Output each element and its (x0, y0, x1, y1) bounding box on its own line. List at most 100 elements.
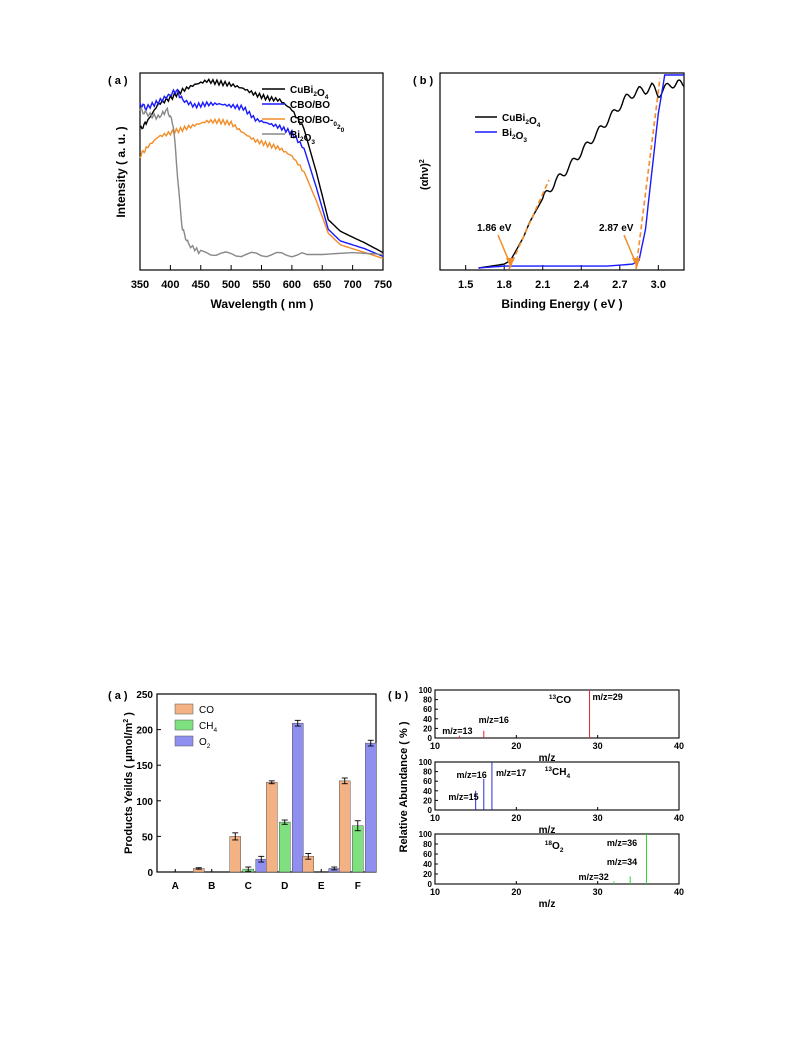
y-tick-label: 100 (419, 758, 433, 767)
top-a-x-axis-label: Wavelength ( nm ) (211, 297, 314, 311)
band-gap-annotation-1: 1.86 eV (477, 223, 512, 234)
bottom-a-x-tick-label: C (245, 881, 252, 892)
bottom-a-legend: CO CH4 O2 (174, 703, 217, 750)
bar-co-d (266, 782, 278, 873)
bottom-panel-b: ( b ) Relative Abundance ( % ) 020406080… (388, 686, 684, 910)
peak-label: m/z=13 (442, 726, 472, 736)
arrow-2-head (632, 258, 640, 268)
x-tick-label: 10 (430, 813, 440, 823)
spectrum-frame (434, 761, 680, 811)
bottom-a-y-tick-label: 100 (136, 797, 153, 808)
x-tick-label: 20 (511, 813, 521, 823)
top-b-x-tick-label: 3.0 (651, 279, 666, 291)
top-a-panel-label: ( a ) (108, 75, 128, 87)
bottom-b-panel-label: ( b ) (388, 690, 408, 702)
legend-label-o2: O2 (199, 737, 211, 750)
spectrum-frame (434, 833, 680, 885)
top-b-x-ticks: 1.5 1.8 2.1 2.4 2.7 3.0 (458, 265, 666, 291)
peak-label: m/z=17 (496, 768, 526, 778)
peak-label: m/z=16 (456, 770, 486, 780)
peak-label: m/z=32 (578, 872, 608, 882)
x-tick-label: 40 (674, 887, 684, 897)
x-tick-label: 10 (430, 741, 440, 751)
top-a-x-tick-label: 600 (283, 279, 301, 291)
bottom-a-x-tick-label: D (281, 881, 288, 892)
y-tick-label: 20 (423, 724, 432, 733)
peak-label: m/z=36 (607, 838, 637, 848)
x-tick-label: 30 (593, 813, 603, 823)
legend-label-cbo-bo-020: CBO/BO-020 (290, 115, 345, 134)
top-a-x-tick-label: 400 (161, 279, 179, 291)
tangent-line-bi2o3 (635, 77, 661, 270)
x-tick-label: 30 (593, 887, 603, 897)
bar-o2-d (292, 722, 304, 873)
x-tick-label: 30 (593, 741, 603, 751)
x-axis-label: m/z (539, 753, 556, 764)
bar-co-f (339, 780, 351, 873)
species-label: 13CO (549, 694, 571, 706)
x-tick-label: 40 (674, 741, 684, 751)
top-a-x-tick-label: 450 (192, 279, 210, 291)
y-tick-label: 20 (423, 796, 432, 805)
y-tick-label: 80 (423, 840, 432, 849)
y-tick-label: 60 (423, 777, 432, 786)
top-b-series-lines (478, 74, 685, 269)
peak-label: m/z=16 (479, 715, 509, 725)
x-tick-label: 40 (674, 813, 684, 823)
species-label: 18O2 (545, 840, 564, 854)
y-tick-label: 100 (419, 830, 433, 839)
y-tick-label: 100 (419, 686, 433, 695)
legend-label-cbo-bo: CBO/BO (290, 100, 330, 111)
top-b-plot-frame (439, 72, 685, 271)
legend-label-ch4: CH4 (199, 721, 217, 734)
legend-label-cubi2o4: CuBi2O4 (290, 85, 329, 101)
series-line-cbo-bo-020 (139, 117, 384, 260)
top-b-y-axis-label: (αhν)2 (419, 159, 431, 190)
bar-o2-f (365, 742, 377, 873)
y-tick-label: 40 (423, 787, 432, 796)
tangent-line-cubi2o4 (508, 179, 550, 270)
bottom-a-x-tick-label: F (355, 881, 361, 892)
top-a-x-tick-label: 350 (131, 279, 149, 291)
series-line-cubi2o4 (139, 78, 384, 254)
legend-label-bi2o3: Bi2O3 (502, 128, 527, 144)
bottom-a-bars (193, 719, 377, 873)
series-line-cubi2o4 (478, 79, 685, 269)
series-line-bi2o3 (139, 106, 384, 258)
y-tick-label: 0 (428, 806, 433, 815)
y-tick-label: 0 (428, 734, 433, 743)
bar-ch4-d (279, 821, 291, 873)
top-a-x-tick-label: 750 (374, 279, 392, 291)
x-tick-label: 10 (430, 887, 440, 897)
bottom-a-y-tick-label: 50 (142, 832, 154, 843)
top-a-x-tick-label: 650 (313, 279, 331, 291)
x-tick-label: 20 (511, 741, 521, 751)
y-tick-label: 60 (423, 705, 432, 714)
peak-label: m/z=15 (448, 792, 478, 802)
bottom-a-y-tick-label: 200 (136, 726, 153, 737)
top-b-x-tick-label: 2.7 (612, 279, 627, 291)
x-tick-label: 20 (511, 887, 521, 897)
y-tick-label: 0 (428, 880, 433, 889)
bar-ch4-f (352, 825, 364, 873)
legend-label-cubi2o4: CuBi2O4 (502, 113, 541, 129)
legend-label-co: CO (199, 705, 214, 716)
bottom-a-y-tick-label: 0 (147, 868, 153, 879)
x-axis-label: m/z (539, 899, 556, 910)
bar-co-c (229, 836, 241, 873)
band-gap-annotation-2: 2.87 eV (599, 223, 634, 234)
legend-swatch-o2 (174, 735, 194, 747)
y-tick-label: 80 (423, 768, 432, 777)
bottom-a-y-tick-label: 250 (136, 690, 153, 701)
series-line-cbo-bo (139, 88, 384, 258)
x-axis-label: m/z (539, 825, 556, 836)
legend-swatch-co (174, 703, 194, 715)
y-tick-label: 40 (423, 860, 432, 869)
